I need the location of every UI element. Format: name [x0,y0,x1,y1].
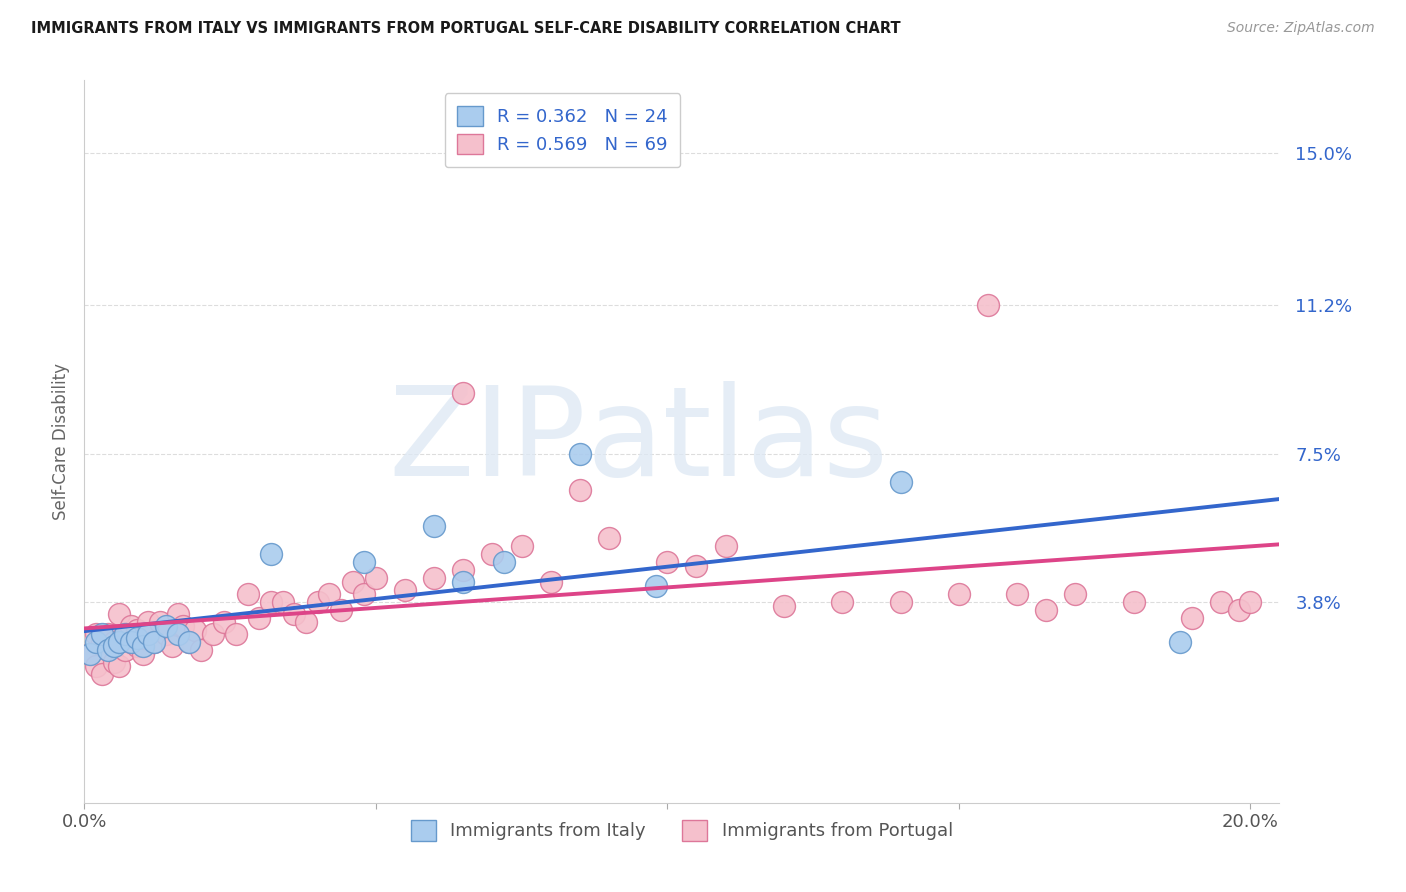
Point [108,607,131,622]
Point [453,386,475,401]
Point [120,635,142,649]
Point [236,587,259,601]
Text: IMMIGRANTS FROM ITALY VS IMMIGRANTS FROM PORTUGAL SELF-CARE DISABILITY CORRELATI: IMMIGRANTS FROM ITALY VS IMMIGRANTS FROM… [31,21,901,36]
Point [510,539,533,553]
Point [84,627,107,641]
Point [1211,595,1233,609]
Point [166,627,188,641]
Point [353,555,375,569]
Point [831,595,853,609]
Point [353,587,375,601]
Point [225,627,247,641]
Point [889,595,911,609]
Point [90,635,112,649]
Point [125,623,148,637]
Point [1181,611,1204,625]
Point [1122,595,1144,609]
Point [79,648,101,662]
Point [453,575,475,590]
Point [247,611,270,625]
Point [84,635,107,649]
Point [214,615,236,630]
Point [481,547,503,561]
Point [125,632,148,646]
Point [103,639,125,653]
Point [364,571,387,585]
Legend: Immigrants from Italy, Immigrants from Portugal: Immigrants from Italy, Immigrants from P… [404,813,960,848]
Point [138,615,160,630]
Point [97,643,120,657]
Point [568,447,591,461]
Point [568,483,591,497]
Point [494,555,516,569]
Point [179,635,201,649]
Point [131,632,153,646]
Point [97,627,120,641]
Point [160,639,183,653]
Point [155,627,177,641]
Point [114,643,136,657]
Point [143,635,166,649]
Point [97,643,120,657]
Point [90,667,112,681]
Point [131,648,153,662]
Point [108,659,131,673]
Point [114,627,136,641]
Point [598,531,620,545]
Point [394,583,416,598]
Point [1035,603,1057,617]
Point [103,655,125,669]
Y-axis label: Self-Care Disability: Self-Care Disability [52,363,70,520]
Point [131,639,153,653]
Point [120,619,142,633]
Point [1239,595,1261,609]
Point [1170,635,1192,649]
Point [1064,587,1087,601]
Point [143,635,166,649]
Point [271,595,294,609]
Point [773,599,796,614]
Point [166,607,188,622]
Point [948,587,970,601]
Point [283,607,305,622]
Point [423,571,446,585]
Point [644,579,666,593]
Point [201,627,224,641]
Point [184,623,207,637]
Point [1227,603,1250,617]
Point [714,539,737,553]
Point [149,615,172,630]
Point [79,648,101,662]
Point [329,603,352,617]
Point [307,595,329,609]
Point [120,635,142,649]
Point [540,575,562,590]
Text: Source: ZipAtlas.com: Source: ZipAtlas.com [1227,21,1375,35]
Point [190,643,212,657]
Point [179,635,201,649]
Point [657,555,679,569]
Point [103,635,125,649]
Point [977,298,1000,312]
Point [260,595,283,609]
Point [125,639,148,653]
Point [138,627,160,641]
Point [155,619,177,633]
Point [453,563,475,577]
Point [342,575,364,590]
Point [114,627,136,641]
Point [318,587,340,601]
Point [90,627,112,641]
Point [423,519,446,533]
Point [172,619,194,633]
Text: ZIP: ZIP [388,381,586,502]
Point [260,547,283,561]
Point [295,615,318,630]
Point [685,558,707,574]
Text: atlas: atlas [586,381,889,502]
Point [1005,587,1028,601]
Point [889,475,911,489]
Point [84,659,107,673]
Point [108,635,131,649]
